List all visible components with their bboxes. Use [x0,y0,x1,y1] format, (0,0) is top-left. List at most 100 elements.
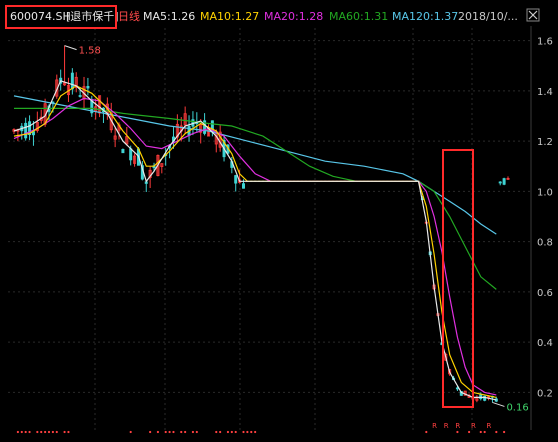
price-annotations: 1.58 0.16 [64,45,529,413]
close-icon[interactable] [526,8,540,22]
event-marker [483,430,486,434]
ma10-line [13,85,497,398]
candle-down [203,120,207,134]
candle-down [121,149,125,154]
event-marker [129,430,132,434]
candle-up [63,82,67,86]
candle-up [35,121,39,131]
event-marker [242,430,245,434]
event-marker [149,430,152,434]
event-marker [51,430,54,434]
y-axis: 1.6 1.4 1.2 1.0 0.8 0.6 0.4 0.2 [537,37,553,400]
ma60-value: MA60:1.31 [329,10,388,23]
ma5-line [13,80,497,401]
candle-up [156,154,160,176]
ma5-value: MA5:1.26 [143,10,195,23]
event-marker [172,430,175,434]
chart-header: 600074.SH [退市保千] 日线 MA5:1.26 MA10:1.27 M… [5,5,518,29]
event-marker [250,430,253,434]
event-marker [495,430,498,434]
event-marker [184,430,187,434]
candle-down [479,394,483,400]
event-marker [503,430,506,434]
candle-up [175,123,179,138]
event-marker [425,430,428,434]
event-marker [191,430,195,434]
event-marker [63,430,66,434]
crash-highlight-box [442,149,474,408]
candle-up [506,177,510,180]
event-marker [230,430,233,434]
candle-down [86,85,90,89]
ma60-line [14,107,497,290]
event-marker [219,430,222,434]
candle-down [24,122,28,139]
rights-marker: R [432,422,437,430]
event-marker [55,430,58,434]
y-tick-label: 1.6 [537,37,553,48]
header-highlight-box [5,5,117,29]
candle-up [125,136,129,145]
event-marker [28,430,31,434]
event-marker [468,430,471,434]
event-marker [16,430,19,434]
annotation-label: 1.58 [79,46,101,57]
event-marker [246,430,249,434]
event-marker [168,430,171,434]
annotation-leader [492,401,505,407]
candle-down [78,95,82,97]
candle-down [70,72,74,90]
candle-up [148,169,152,178]
event-marker [180,430,183,434]
event-marker [24,430,27,434]
y-tick-label: 0.6 [537,288,553,299]
event-marker [479,430,482,434]
candle-down [502,178,506,185]
event-marker [40,430,43,434]
candle-up [183,113,187,126]
candle-down [483,395,487,401]
rights-marker: R [471,422,476,430]
y-tick-label: 1.0 [537,187,553,198]
event-marker [36,430,39,434]
candle-up [160,163,164,167]
ma-lines-layer [13,80,497,401]
candle-down [241,183,245,189]
date-label: 2018/10/... [458,10,518,23]
event-marker [234,430,237,434]
candle-up [133,155,137,164]
event-marker [156,430,160,434]
annotation-leader [64,45,77,51]
event-marker [44,430,47,434]
annotation-label: 0.16 [506,402,528,413]
event-marker [456,430,459,434]
stock-name-tag: [退市保千] [66,9,119,23]
event-marker [195,430,198,434]
y-tick-label: 1.2 [537,137,553,148]
event-marker [67,430,70,434]
event-marker [215,430,218,434]
symbol-code: 600074.SH [10,10,71,23]
period-label[interactable]: 日线 [118,9,140,23]
candle-up [444,353,448,361]
y-tick-label: 0.4 [537,338,553,349]
y-tick-label: 1.4 [537,87,553,98]
ma20-line [13,97,497,396]
y-tick-label: 0.8 [537,238,553,249]
rights-marker: R [455,422,460,430]
candle-up [448,369,452,375]
candle-up [74,76,78,88]
event-marker [164,430,167,434]
event-marker [254,430,257,434]
candle-up [199,123,203,133]
event-marker [20,430,23,434]
candle-down [234,175,238,184]
ma10-value: MA10:1.27 [200,10,259,23]
candle-down [129,148,133,161]
rights-marker: R [444,422,449,430]
candle-down [498,181,502,184]
ma120-value: MA120:1.37 [392,10,458,23]
